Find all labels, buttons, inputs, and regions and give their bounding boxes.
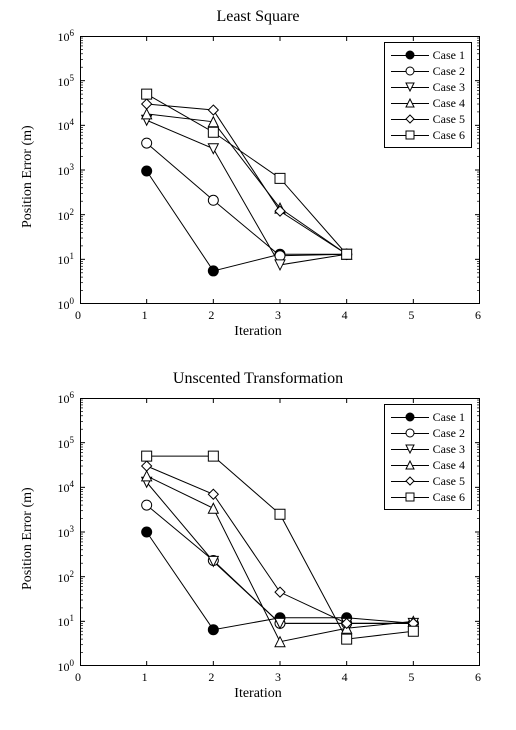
legend-item: Case 1: [391, 409, 465, 425]
series-line: [147, 505, 414, 623]
figure: Least Square0123456100101102103104105106…: [0, 0, 516, 730]
y-tick-label: 103: [58, 162, 75, 179]
y-tick-label: 106: [58, 390, 75, 407]
legend-label: Case 1: [433, 48, 465, 63]
legend-label: Case 3: [433, 442, 465, 457]
legend-swatch: [391, 63, 429, 79]
x-tick-label: 0: [75, 670, 81, 685]
chart-title: Least Square: [0, 8, 516, 26]
y-tick-label: 105: [58, 435, 75, 452]
legend-item: Case 5: [391, 111, 465, 127]
y-tick-label: 103: [58, 524, 75, 541]
chart-panel-ls: Least Square 0 1 2 3 4 5 6 100 101 102 103 104 105 106…: [0, 8, 516, 353]
legend-label: Case 4: [433, 458, 465, 473]
legend-swatch: [391, 47, 429, 63]
y-tick-label: 104: [58, 479, 75, 496]
legend-label: Case 2: [433, 64, 465, 79]
x-tick-label: 3: [275, 670, 281, 685]
legend-item: Case 6: [391, 127, 465, 143]
legend-swatch: [391, 409, 429, 425]
series-line: [147, 482, 414, 623]
y-tick-label: 104: [58, 117, 75, 134]
legend-label: Case 5: [433, 112, 465, 127]
legend-item: Case 4: [391, 457, 465, 473]
legend-item: Case 1: [391, 47, 465, 63]
legend-label: Case 6: [433, 490, 465, 505]
y-tick-label: 101: [58, 251, 75, 268]
y-tick-label: 102: [58, 207, 75, 224]
x-tick-label: 1: [142, 308, 148, 323]
y-tick-label: 100: [58, 658, 75, 675]
legend-item: Case 2: [391, 425, 465, 441]
legend-label: Case 3: [433, 80, 465, 95]
y-axis-label: Position Error (m): [20, 125, 36, 228]
x-tick-label: 0: [75, 308, 81, 323]
y-tick-label: 100: [58, 296, 75, 313]
y-tick-label: 102: [58, 569, 75, 586]
legend-item: Case 3: [391, 441, 465, 457]
x-tick-label: 5: [408, 670, 414, 685]
series-line: [147, 114, 347, 254]
legend-item: Case 4: [391, 95, 465, 111]
x-tick-label: 6: [475, 670, 481, 685]
series-line: [147, 120, 347, 265]
y-tick-label: 105: [58, 73, 75, 90]
legend-label: Case 2: [433, 426, 465, 441]
y-tick-label: 106: [58, 28, 75, 45]
series-line: [147, 104, 347, 254]
x-axis-label: Iteration: [0, 686, 516, 702]
legend-swatch: [391, 111, 429, 127]
x-tick-label: 2: [208, 308, 214, 323]
legend: Case 1Case 2Case 3Case 4Case 5Case 6: [384, 404, 472, 510]
legend-label: Case 5: [433, 474, 465, 489]
x-tick-label: 3: [275, 308, 281, 323]
legend-swatch: [391, 441, 429, 457]
series-line: [147, 171, 347, 271]
legend-swatch: [391, 95, 429, 111]
x-tick-label: 5: [408, 308, 414, 323]
y-axis-label: Position Error (m): [20, 487, 36, 590]
legend-item: Case 2: [391, 63, 465, 79]
legend-item: Case 3: [391, 79, 465, 95]
x-tick-label: 2: [208, 670, 214, 685]
x-axis-label: Iteration: [0, 324, 516, 340]
legend-label: Case 4: [433, 96, 465, 111]
legend-item: Case 5: [391, 473, 465, 489]
chart-panel-ut: Unscented Transformation 0 1 2 3 4 5 6 100 101 102…: [0, 370, 516, 715]
legend-swatch: [391, 489, 429, 505]
legend-swatch: [391, 473, 429, 489]
series-line: [147, 466, 414, 623]
legend-item: Case 6: [391, 489, 465, 505]
x-tick-label: 4: [342, 308, 348, 323]
legend-swatch: [391, 79, 429, 95]
legend-swatch: [391, 425, 429, 441]
x-tick-label: 1: [142, 670, 148, 685]
y-tick-label: 101: [58, 613, 75, 630]
chart-title: Unscented Transformation: [0, 370, 516, 388]
x-tick-label: 6: [475, 308, 481, 323]
x-tick-label: 4: [342, 670, 348, 685]
legend-swatch: [391, 457, 429, 473]
legend-label: Case 6: [433, 128, 465, 143]
legend: Case 1Case 2Case 3Case 4Case 5Case 6: [384, 42, 472, 148]
legend-label: Case 1: [433, 410, 465, 425]
series-line: [147, 94, 347, 254]
legend-swatch: [391, 127, 429, 143]
series-line: [147, 456, 414, 639]
